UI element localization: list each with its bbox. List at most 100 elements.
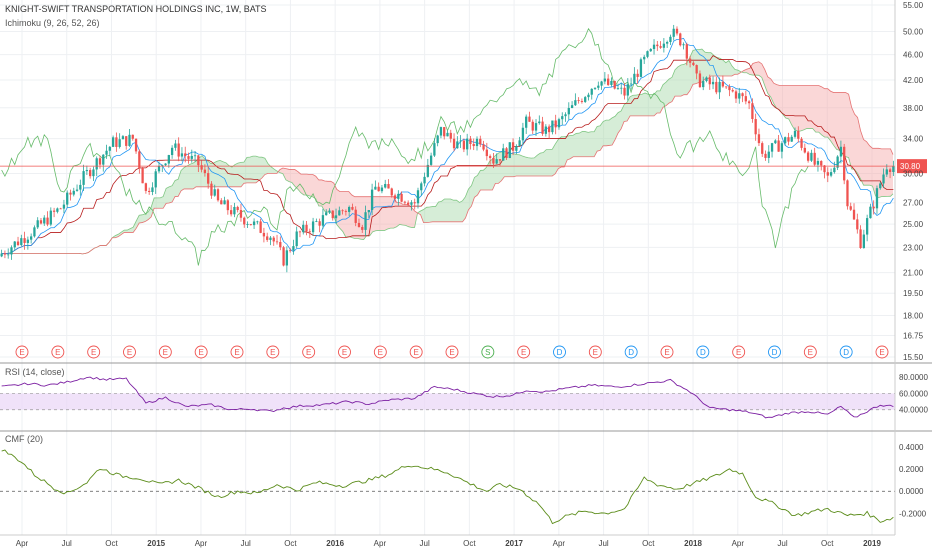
candle-body-205 [672, 28, 675, 37]
candle-181 [593, 87, 597, 91]
candle-137 [449, 129, 452, 143]
candle-body-33 [108, 146, 111, 151]
candle-4 [13, 240, 16, 251]
candle-114 [374, 180, 377, 190]
candle-body-73 [239, 210, 243, 218]
candle-body-228 [747, 101, 751, 104]
candle-94 [308, 228, 311, 239]
candle-13 [43, 215, 46, 226]
candle-body-190 [623, 87, 626, 96]
candle-body-179 [587, 94, 590, 98]
event-circle-17 [624, 345, 638, 359]
candle-body-61 [200, 165, 203, 170]
candle-85 [279, 236, 282, 251]
candle-20 [66, 190, 69, 208]
event-label-9: E [342, 348, 347, 357]
candle-139 [456, 136, 459, 149]
candle-206 [675, 26, 679, 36]
candle-body-169 [554, 120, 557, 128]
cloud-segment-1 [279, 167, 418, 240]
senkou-span-a [1, 48, 894, 255]
candle-body-156 [511, 142, 515, 151]
candle-182 [597, 81, 600, 91]
candle-body-189 [620, 87, 623, 89]
candle-body-60 [197, 155, 200, 166]
event-label-10: E [378, 348, 383, 357]
event-marker-1: E [51, 345, 65, 359]
event-label-1: E [55, 348, 60, 357]
candle-143 [469, 135, 472, 150]
time-tick-15: 2018 [684, 539, 702, 548]
event-label-11: E [413, 348, 418, 357]
candle-body-232 [761, 143, 764, 154]
candle-234 [767, 145, 770, 164]
event-marker-16: E [588, 345, 602, 359]
candle-133 [436, 134, 439, 147]
candle-187 [613, 80, 616, 90]
candle-249 [816, 157, 820, 172]
candle-159 [521, 122, 525, 146]
candle-body-42 [138, 151, 141, 169]
candle-36 [118, 133, 121, 149]
candle-body-237 [777, 140, 780, 152]
event-circle-21 [768, 345, 781, 359]
candle-155 [508, 142, 511, 159]
candle-body-234 [767, 151, 770, 158]
candle-24 [79, 179, 82, 196]
candle-156 [511, 138, 515, 156]
candle-116 [380, 184, 384, 194]
candle-3 [10, 245, 13, 260]
candle-200 [656, 40, 659, 51]
event-marker-18: E [660, 345, 674, 359]
candle-body-18 [59, 208, 62, 210]
candle-169 [554, 114, 557, 135]
candle-body-221 [725, 86, 728, 88]
event-circle-9 [338, 345, 351, 359]
event-label-6: E [234, 348, 239, 357]
candle-body-151 [495, 159, 498, 164]
candle-body-116 [380, 187, 384, 192]
price-tick-12: 18.00 [903, 311, 924, 320]
candle-body-19 [62, 204, 66, 209]
candle-body-5 [16, 241, 20, 246]
candle-73 [239, 203, 243, 222]
candle-177 [580, 98, 584, 104]
candle-body-65 [213, 189, 216, 196]
candle-body-233 [764, 153, 767, 158]
candle-body-267 [875, 188, 879, 209]
candle-body-173 [567, 107, 570, 115]
candle-body-193 [633, 73, 636, 84]
time-tick-18: Oct [821, 539, 834, 548]
candle-body-63 [207, 173, 210, 184]
candle-83 [272, 236, 275, 246]
event-marker-14: E [517, 345, 531, 359]
candle-body-15 [49, 210, 52, 225]
candle-95 [311, 217, 315, 236]
candle-217 [711, 76, 715, 90]
candle-body-249 [816, 161, 820, 165]
candle-125 [410, 200, 413, 211]
candle-body-14 [46, 217, 49, 225]
price-tick-1: 50.00 [903, 27, 924, 36]
candle-214 [702, 76, 705, 91]
event-circle-6 [230, 345, 244, 359]
candle-body-140 [459, 140, 462, 142]
candle-127 [416, 187, 420, 209]
candle-121 [397, 190, 400, 206]
candle-body-115 [377, 186, 380, 192]
candle-43 [141, 166, 144, 184]
candle-body-192 [629, 83, 633, 85]
candle-body-210 [688, 58, 692, 63]
candle-body-252 [826, 172, 829, 176]
candle-183 [600, 80, 603, 90]
candle-body-124 [407, 202, 410, 205]
candle-160 [525, 114, 528, 134]
candle-238 [780, 141, 784, 159]
candle-body-98 [321, 215, 325, 226]
candle-body-52 [170, 147, 174, 156]
candle-158 [518, 136, 521, 147]
candle-body-101 [331, 210, 334, 219]
candle-123 [403, 200, 407, 205]
last-price-label: 30.80 [900, 162, 921, 171]
candle-body-145 [475, 138, 479, 147]
